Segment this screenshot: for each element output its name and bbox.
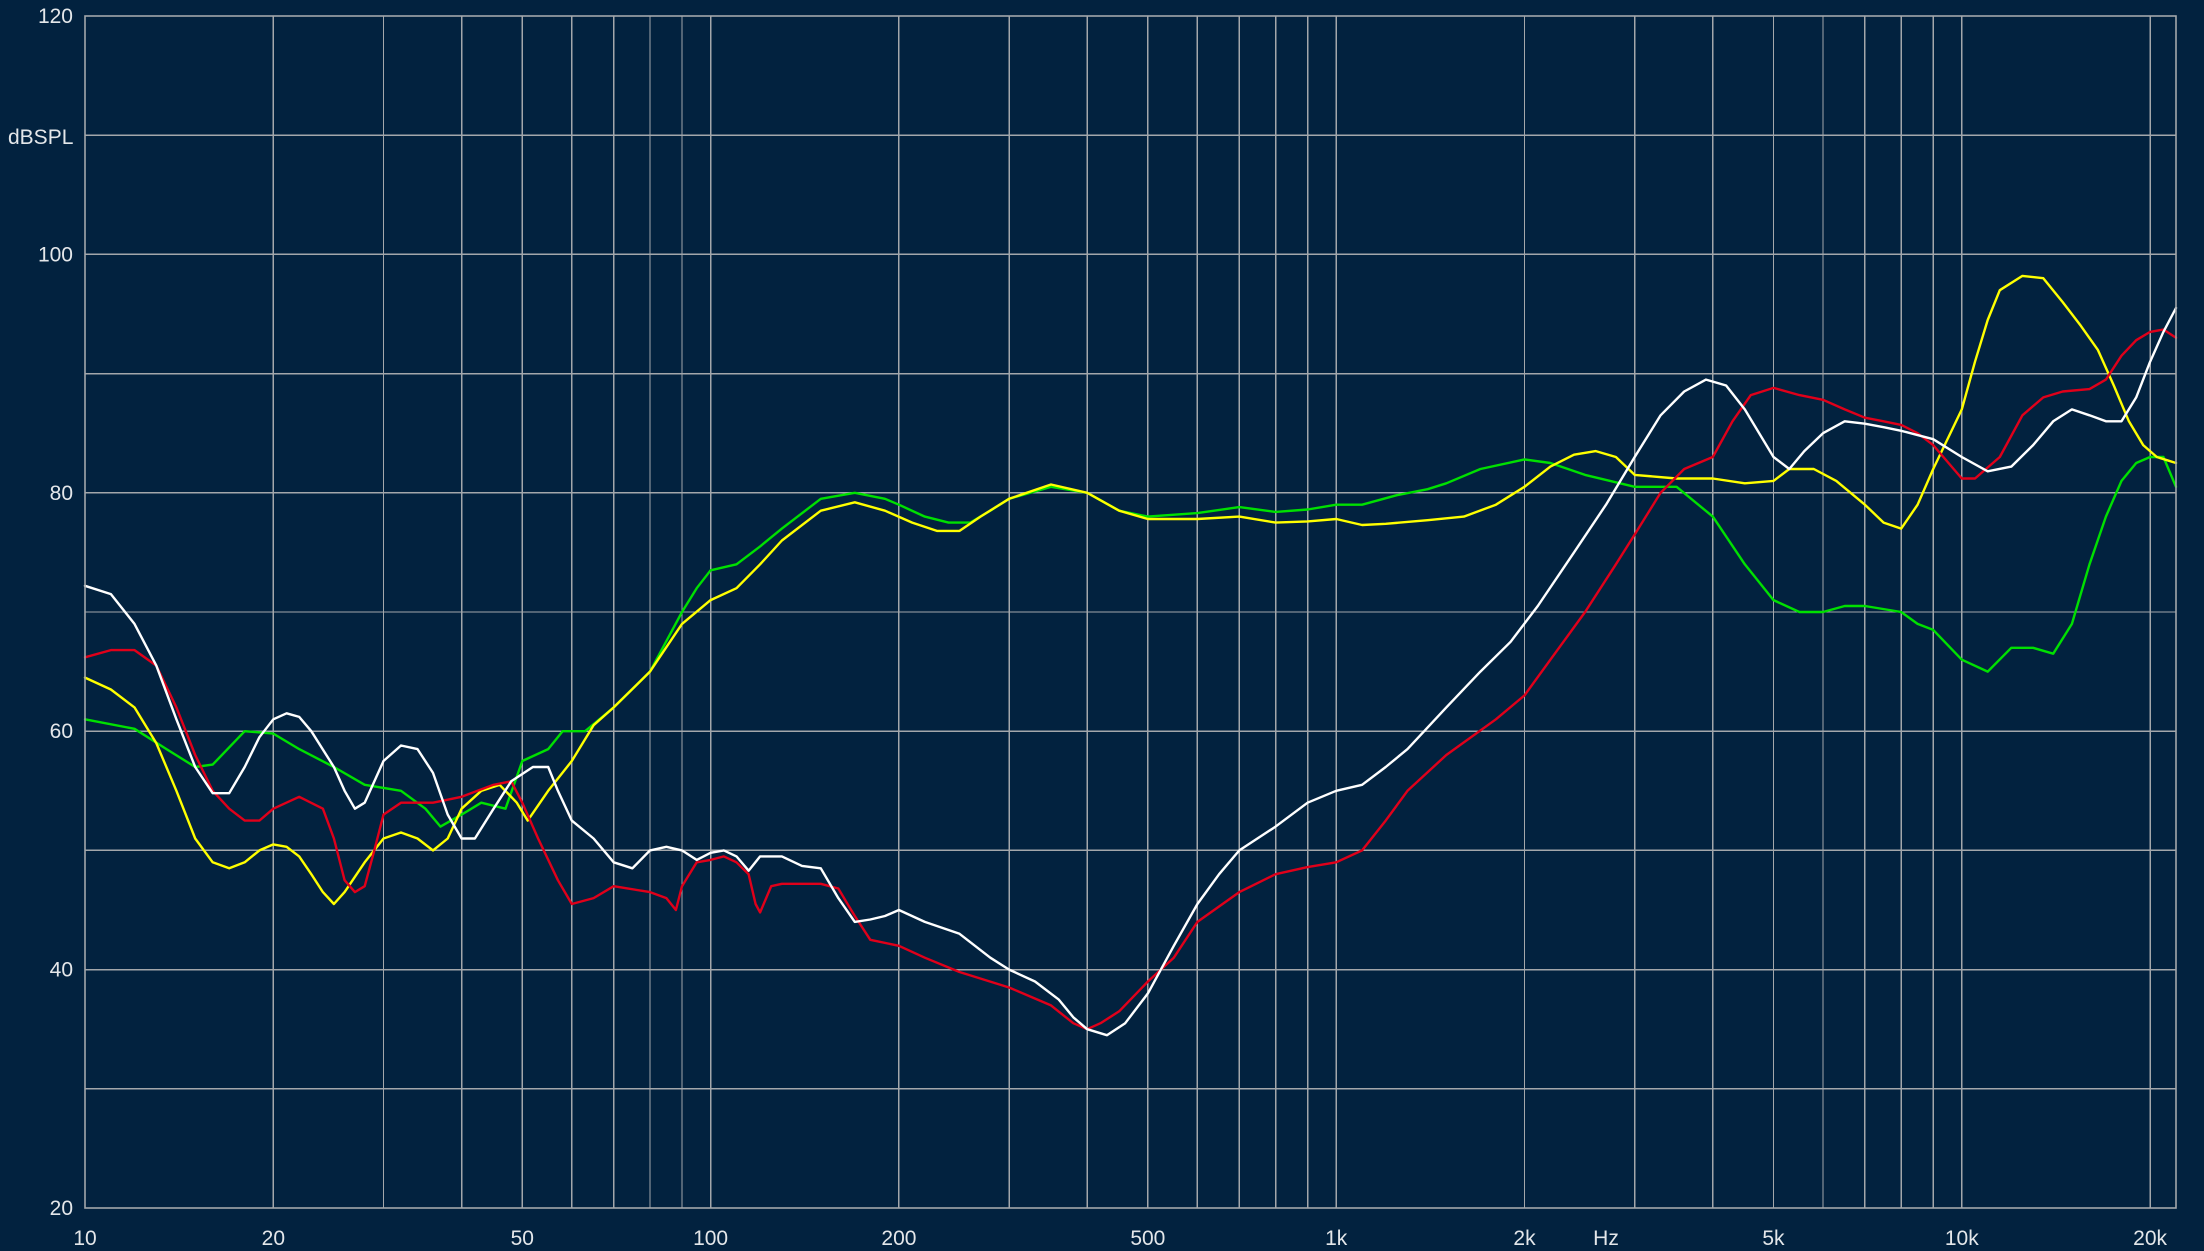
x-tick-label: 10: [73, 1227, 96, 1250]
x-tick-label: 20k: [2133, 1227, 2167, 1250]
plot-frame: [84, 15, 2177, 1209]
series-line-4: [83, 306, 2178, 1037]
x-axis-unit-label: Hz: [1593, 1227, 1619, 1250]
series-layer: [83, 274, 2178, 1037]
grid: [84, 15, 2176, 1209]
x-tick-label: 1k: [1325, 1227, 1348, 1250]
x-tick-label: 5k: [1762, 1227, 1785, 1250]
series-line-3: [83, 328, 2178, 1031]
y-tick-label: 100: [38, 243, 73, 266]
y-tick-label: 60: [50, 720, 73, 743]
x-tick-label: 200: [881, 1227, 916, 1250]
x-tick-label: 500: [1130, 1227, 1165, 1250]
y-tick-label: 80: [50, 482, 73, 505]
y-tick-label: 120: [38, 5, 73, 28]
x-tick-label: 2k: [1513, 1227, 1536, 1250]
y-axis-unit-label: dBSPL: [8, 126, 73, 149]
x-axis-ticks: 10 20 50 100 200 500 1k 2k 5k 10k 20k: [73, 1227, 2167, 1250]
y-axis-ticks: 20 40 60 80 100 120: [38, 5, 73, 1220]
x-tick-label: 20: [262, 1227, 285, 1250]
x-tick-label: 10k: [1945, 1227, 1979, 1250]
y-tick-label: 20: [50, 1197, 73, 1220]
series-line-2: [83, 274, 2178, 906]
y-tick-label: 40: [50, 959, 73, 982]
x-tick-label: 100: [693, 1227, 728, 1250]
x-tick-label: 50: [511, 1227, 534, 1250]
